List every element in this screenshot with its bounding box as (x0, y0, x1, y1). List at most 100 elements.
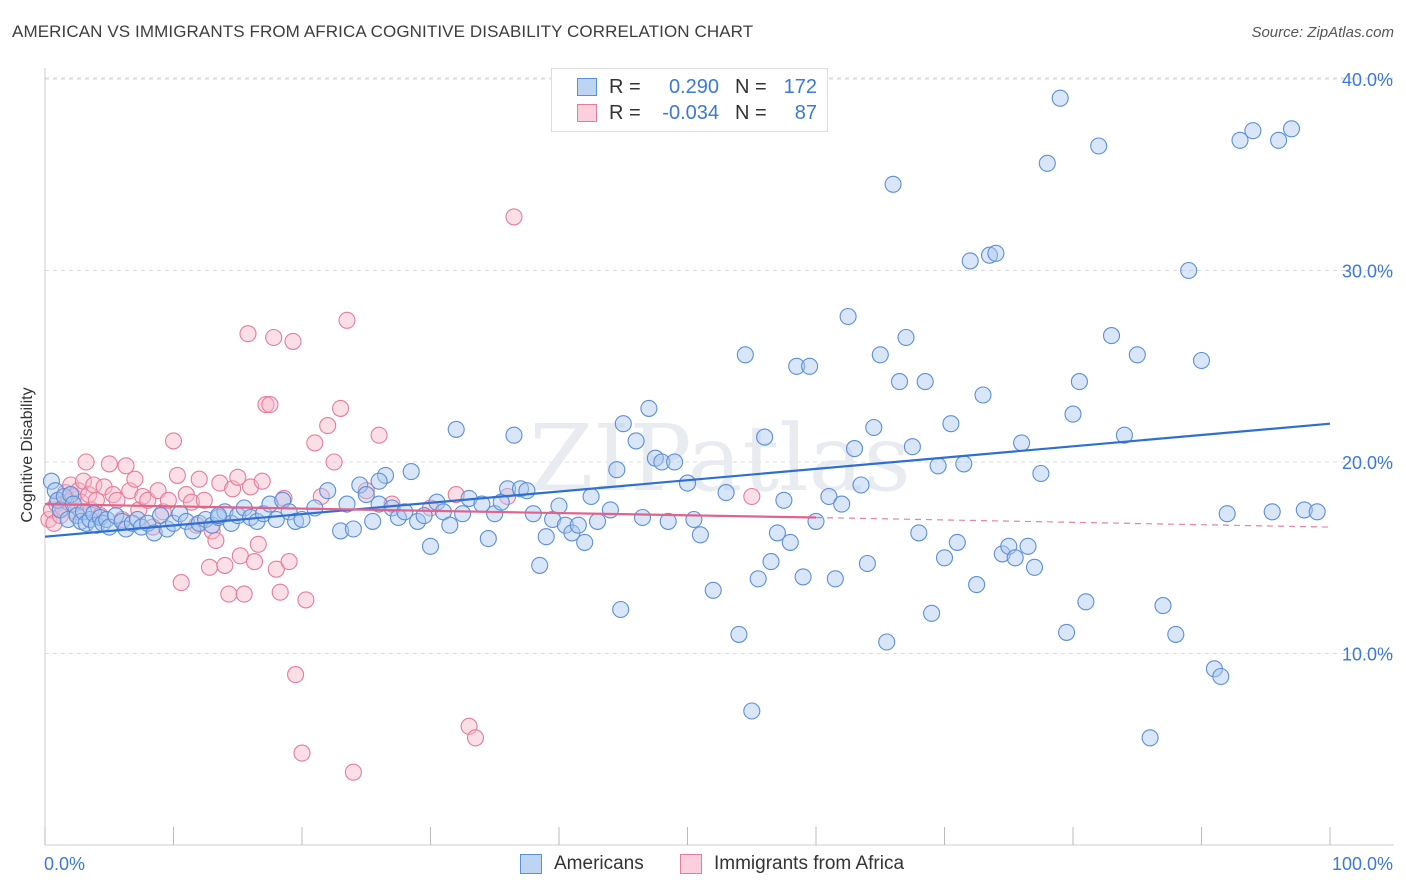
americans-point (653, 453, 671, 471)
watermark: ZIPatlas (529, 405, 910, 512)
x-tick-label: 100.0% (1332, 854, 1393, 874)
immigrants-point (325, 453, 343, 471)
immigrants-point (126, 470, 144, 488)
legend-r-value: 0.290 (668, 75, 719, 98)
americans-point (923, 604, 941, 622)
immigrants-trend-extension (815, 516, 1331, 528)
americans-point (1212, 667, 1230, 686)
legend-swatch-pink (680, 854, 702, 874)
legend-row-americans: R = 0.290 N = 172 (577, 75, 817, 99)
americans-point (1231, 131, 1249, 149)
americans-point (383, 499, 401, 517)
immigrants-point (370, 426, 388, 444)
americans-point (890, 373, 909, 391)
americans-point (505, 426, 523, 444)
americans-point (980, 246, 999, 264)
immigrants-point (447, 486, 465, 504)
immigrants-point (249, 535, 267, 553)
americans-point (768, 524, 786, 542)
americans-point (42, 472, 60, 490)
americans-point (608, 461, 626, 479)
americans-point (865, 418, 883, 437)
americans-point (717, 484, 735, 502)
americans-point (730, 625, 748, 643)
americans-point (935, 549, 954, 567)
americans-point (364, 512, 382, 530)
americans-point (903, 438, 921, 456)
americans-point (666, 453, 684, 471)
americans-point (1270, 131, 1288, 149)
legend-n-label: N = (735, 75, 767, 98)
americans-point (107, 507, 125, 525)
americans-point (627, 432, 645, 450)
americans-point (1058, 623, 1076, 641)
americans-point (351, 476, 369, 494)
americans-point (338, 495, 356, 513)
americans-point (878, 633, 896, 651)
americans-point (531, 556, 549, 574)
immigrants-point (257, 396, 275, 414)
americans-point (736, 346, 754, 364)
americans-point (454, 505, 472, 523)
americans-point (1295, 501, 1313, 519)
americans-point (1070, 373, 1088, 391)
americans-point (833, 495, 851, 513)
immigrants-point (168, 466, 186, 484)
americans-point (781, 533, 799, 551)
immigrants-point (466, 729, 485, 747)
americans-point (987, 244, 1005, 262)
americans-point (749, 570, 767, 588)
americans-point (409, 512, 427, 530)
immigrants-point (344, 763, 362, 781)
americans-point (1051, 89, 1069, 107)
americans-point (640, 399, 658, 417)
americans-point (685, 510, 703, 529)
grid-lines (45, 77, 1394, 654)
immigrants-point (293, 744, 311, 762)
americans-point (794, 568, 812, 586)
immigrants-point (338, 311, 356, 329)
americans-point (588, 512, 607, 530)
americans-point (929, 457, 947, 475)
americans-point (576, 533, 594, 551)
legend-label-americans: Americans (554, 853, 644, 874)
americans-point (164, 514, 183, 532)
americans-point (756, 428, 774, 446)
americans-point (968, 576, 986, 594)
americans-point (897, 328, 915, 347)
legend-n-value: 87 (794, 101, 817, 124)
americans-point (1282, 120, 1301, 138)
immigrants-point (239, 325, 257, 343)
americans-point (633, 508, 652, 527)
immigrants-point (200, 558, 219, 576)
americans-point (1167, 625, 1185, 643)
immigrants-point (220, 585, 238, 603)
americans-trend-line (44, 422, 1331, 538)
immigrants-point (267, 560, 285, 578)
americans-point (1019, 537, 1037, 555)
americans-point (839, 307, 857, 326)
americans-point (1025, 558, 1044, 576)
legend-item-americans: Americans (520, 852, 644, 876)
americans-point (1263, 503, 1281, 521)
americans-point (884, 175, 902, 193)
series-legend: Americans Immigrants from Africa (0, 852, 1406, 878)
immigrants-point (332, 399, 350, 417)
americans-point (319, 482, 337, 500)
americans-point (948, 533, 966, 551)
americans-point (1102, 327, 1121, 345)
americans-point (1013, 434, 1031, 452)
americans-point (678, 474, 697, 492)
immigrants-point (306, 434, 324, 452)
americans-point (974, 386, 992, 404)
immigrants-point (229, 468, 247, 486)
immigrants-point (319, 417, 337, 435)
chart-title: AMERICAN VS IMMIGRANTS FROM AFRICA COGNI… (12, 22, 754, 41)
americans-point (376, 466, 395, 484)
americans-point (788, 357, 806, 375)
immigrants-point (261, 396, 279, 414)
americans-point (537, 528, 555, 546)
immigrants-point (287, 666, 305, 684)
immigrants-point (245, 553, 264, 571)
americans-point (370, 472, 388, 490)
